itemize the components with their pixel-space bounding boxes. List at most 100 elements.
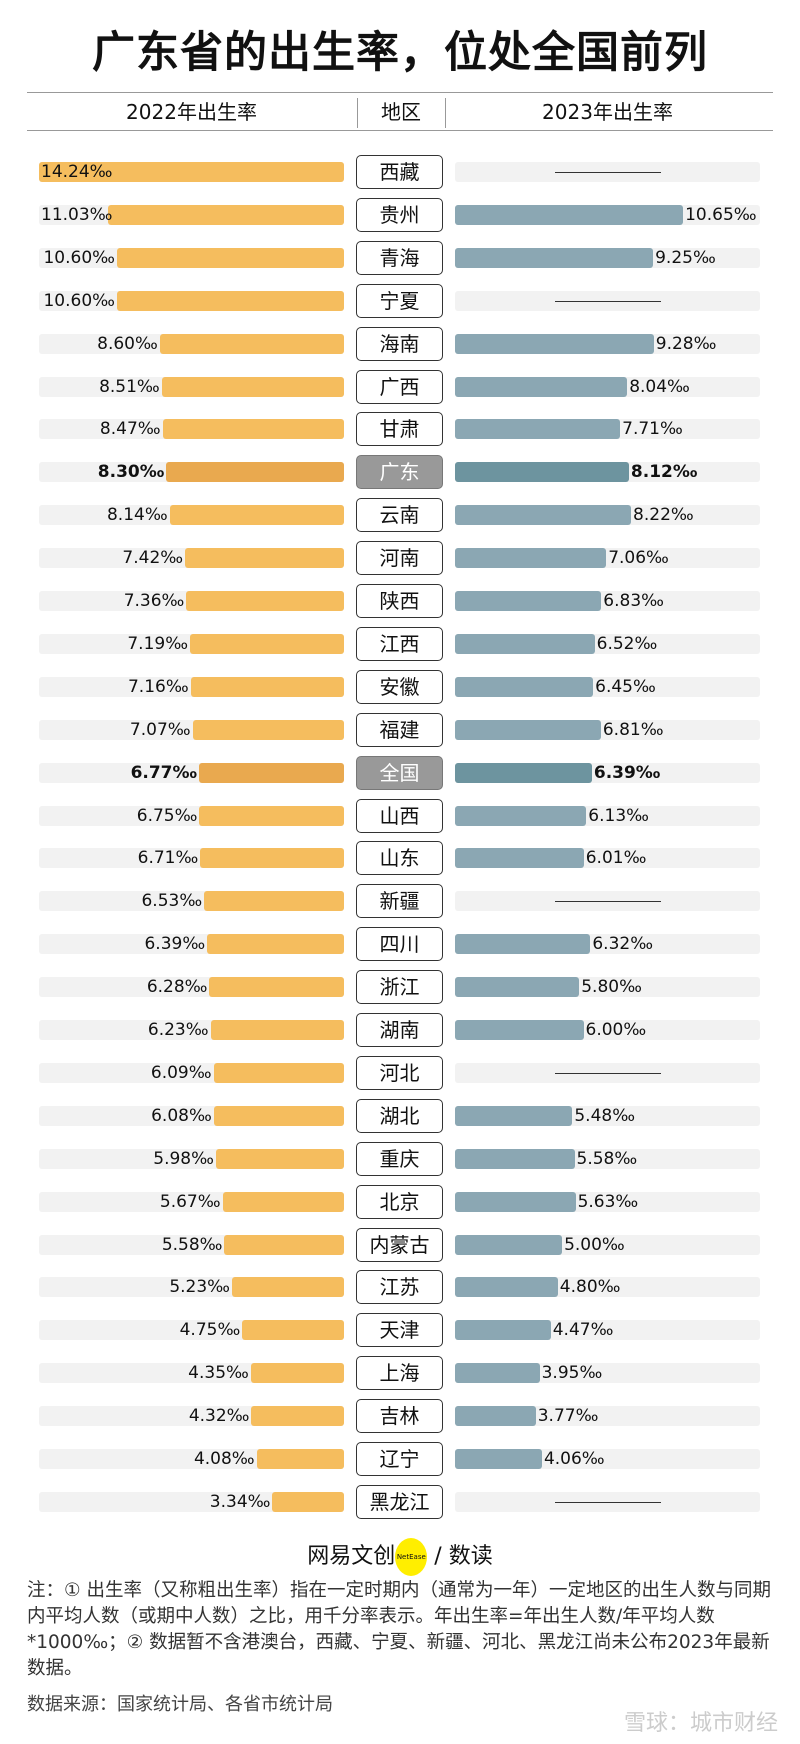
value-2023: 5.00‰ (564, 1234, 625, 1255)
value-2022: 10.60‰ (43, 247, 115, 268)
bar-2022 (116, 290, 344, 311)
value-2022: 11.03‰ (41, 204, 113, 225)
table-row: 6.53‰ 新疆 (0, 881, 800, 921)
value-2022: 5.67‰ (159, 1191, 221, 1212)
value-2023: 5.80‰ (581, 977, 642, 998)
bar-2023 (455, 1406, 536, 1427)
region-label: 浙江 (356, 970, 443, 1005)
header-bottom-divider (27, 130, 773, 131)
value-2023: 8.12‰ (630, 462, 698, 483)
value-2023: 3.95‰ (541, 1363, 603, 1384)
header-divider (445, 98, 446, 128)
value-2023: 6.45‰ (595, 676, 656, 697)
value-2022: 6.09‰ (150, 1062, 212, 1083)
bar-2023 (455, 247, 654, 268)
value-2023: 6.01‰ (585, 848, 647, 869)
bar-2022 (186, 591, 344, 611)
region-label: 天津 (356, 1313, 443, 1348)
bar-2022 (107, 204, 344, 225)
logo-name: 网易文创 (307, 1544, 396, 1569)
value-2023: 6.39‰ (593, 762, 661, 783)
value-2022: 5.98‰ (153, 1148, 214, 1169)
value-2022: 4.35‰ (188, 1363, 249, 1384)
bar-2022 (166, 462, 344, 483)
region-label: 重庆 (356, 1141, 443, 1176)
region-label: 宁夏 (356, 283, 443, 318)
bar-2022 (169, 505, 344, 526)
value-2022: 6.39‰ (144, 934, 206, 955)
table-row: 4.35‰ 上海 3.95‰ (0, 1353, 800, 1393)
bar-2022 (162, 419, 344, 440)
bar-2022 (272, 1491, 344, 1512)
bar-2022 (39, 162, 344, 182)
header-region: 地区 (381, 100, 421, 124)
value-2023: 10.65‰ (685, 204, 757, 225)
value-2023: 4.47‰ (552, 1320, 614, 1341)
value-2023: 6.81‰ (602, 719, 664, 740)
bar-2023 (455, 977, 580, 998)
bar-2022 (256, 1449, 344, 1469)
value-2023: 9.25‰ (655, 247, 716, 268)
bar-2022 (192, 719, 344, 740)
table-row: 7.42‰ 河南 7.06‰ (0, 538, 800, 578)
value-2022: 4.75‰ (179, 1320, 241, 1341)
region-label: 安徽 (356, 669, 443, 704)
bar-2023 (455, 1449, 542, 1469)
bar-2022 (207, 934, 344, 955)
table-row: 6.39‰ 四川 6.32‰ (0, 924, 800, 964)
value-2022: 8.30‰ (97, 462, 165, 483)
no-data-dash (555, 901, 661, 903)
bar-2023 (455, 762, 592, 783)
bar-2022 (213, 1105, 344, 1126)
header-2023: 2023年出生率 (542, 100, 673, 124)
bar-2023 (455, 1191, 576, 1212)
no-data-dash (555, 300, 661, 302)
bar-2022 (210, 1020, 344, 1040)
value-2023: 7.06‰ (608, 548, 669, 569)
table-row: 7.16‰ 安徽 6.45‰ (0, 667, 800, 707)
value-2022: 4.32‰ (188, 1406, 250, 1427)
no-data-dash (555, 172, 661, 173)
table-row: 4.08‰ 辽宁 4.06‰ (0, 1439, 800, 1479)
region-label: 辽宁 (356, 1442, 443, 1476)
bar-2023 (455, 676, 594, 697)
bar-2022 (231, 1277, 344, 1298)
table-row: 11.03‰ 贵州 10.65‰ (0, 195, 800, 235)
page-title: 广东省的出生率，位处全国前列 (92, 28, 708, 78)
value-2022: 7.19‰ (127, 633, 189, 654)
value-2023: 6.13‰ (588, 805, 649, 826)
region-label: 青海 (356, 240, 443, 275)
value-2022: 6.08‰ (151, 1105, 212, 1126)
logo-suffix: / 数读 (434, 1544, 493, 1569)
bar-2022 (199, 805, 344, 826)
value-2022: 10.60‰ (43, 290, 115, 311)
region-label: 云南 (356, 498, 443, 533)
table-row: 4.75‰ 天津 4.47‰ (0, 1310, 800, 1350)
region-label: 福建 (356, 712, 443, 747)
region-label: 海南 (356, 326, 443, 361)
bar-2022 (242, 1320, 344, 1341)
table-row: 8.14‰ 云南 8.22‰ (0, 495, 800, 535)
value-2022: 14.24‰ (41, 162, 113, 182)
region-label: 江西 (356, 626, 443, 661)
table-row: 6.23‰ 湖南 6.00‰ (0, 1010, 800, 1050)
table-row: 14.24‰ 西藏 (0, 152, 800, 192)
value-2023: 7.71‰ (622, 419, 683, 440)
value-2022: 6.28‰ (146, 977, 208, 998)
value-2022: 8.14‰ (106, 505, 168, 526)
bar-2023 (455, 591, 602, 611)
value-2022: 5.23‰ (169, 1277, 230, 1298)
region-label: 广东 (356, 455, 443, 490)
value-2022: 6.53‰ (141, 891, 203, 912)
bar-2023 (455, 1277, 558, 1298)
no-data-dash (555, 1501, 661, 1503)
logo-badge: NetEase (395, 1538, 428, 1576)
value-2023: 3.77‰ (537, 1406, 599, 1427)
value-2022: 7.07‰ (129, 719, 191, 740)
watermark: 雪球：城市财经 (623, 1711, 778, 1736)
region-label: 黑龙江 (356, 1484, 443, 1519)
bar-2022 (200, 848, 344, 869)
bar-2023 (455, 1148, 575, 1169)
bar-2022 (209, 977, 344, 998)
value-2022: 5.58‰ (161, 1234, 223, 1255)
